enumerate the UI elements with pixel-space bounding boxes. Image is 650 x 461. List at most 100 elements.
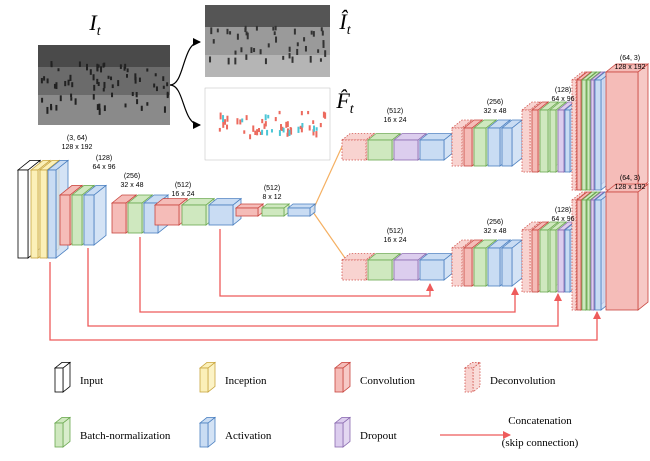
- pixel: [293, 28, 296, 35]
- pixel: [310, 30, 313, 35]
- layer: [367, 259, 393, 281]
- layer-channels: (128): [96, 155, 112, 162]
- layer: [341, 139, 367, 161]
- pixel: [264, 58, 267, 65]
- layer-size: 128 x 192: [615, 64, 646, 71]
- pixel: [312, 120, 315, 124]
- layer: [419, 139, 445, 161]
- pixel: [249, 134, 252, 140]
- legend-label: Batch-normalization: [80, 430, 171, 442]
- pixel: [255, 25, 258, 31]
- layer: [54, 367, 64, 393]
- pixel: [288, 129, 291, 136]
- layer: [594, 199, 602, 311]
- pixel: [240, 47, 243, 53]
- legend-label: Concatenation: [508, 415, 572, 427]
- pixel: [131, 91, 134, 97]
- layer-size: 16 x 24: [172, 191, 195, 198]
- pixel: [303, 37, 306, 42]
- pixel: [278, 130, 281, 136]
- pixel: [93, 84, 96, 91]
- pixel: [312, 129, 315, 136]
- pixel: [254, 130, 257, 136]
- pixel: [322, 42, 325, 48]
- pixel: [125, 74, 128, 78]
- pixel: [98, 103, 101, 109]
- pixel: [263, 123, 266, 129]
- layer: [30, 169, 39, 259]
- pixel: [92, 94, 95, 100]
- layer: [199, 367, 209, 393]
- layer-top: [286, 203, 317, 209]
- pixel: [92, 74, 95, 81]
- layer-channels: (64, 3): [620, 175, 640, 182]
- layer: [531, 229, 539, 293]
- pixel: [163, 106, 166, 113]
- pixel: [315, 127, 318, 131]
- pixel: [322, 111, 325, 118]
- layer-side: [472, 361, 481, 393]
- pixel: [243, 130, 246, 134]
- layer: [564, 109, 571, 173]
- legend-label: (skip connection): [502, 437, 579, 449]
- pixel: [244, 27, 247, 33]
- layer: [571, 79, 577, 191]
- pixel: [218, 127, 221, 132]
- layer-top: [234, 203, 265, 209]
- pixel: [98, 108, 101, 115]
- pixel: [117, 80, 120, 87]
- pixel: [309, 55, 312, 63]
- layer: [39, 169, 48, 259]
- layer-channels: (256): [124, 173, 140, 180]
- layer: [463, 127, 473, 167]
- pixel: [304, 45, 307, 52]
- pixel: [50, 106, 53, 111]
- layer-channels: (64, 3): [620, 55, 640, 62]
- math-sub: t: [97, 24, 102, 39]
- pixel: [146, 102, 149, 106]
- layer: [549, 109, 557, 173]
- pixel: [245, 31, 248, 36]
- pixel: [259, 131, 262, 135]
- math-label: F̂t: [335, 88, 354, 117]
- layer: [473, 127, 487, 167]
- pixel: [153, 83, 156, 88]
- layer-size: 16 x 24: [384, 117, 407, 124]
- pixel: [134, 76, 137, 84]
- pixel: [324, 50, 327, 57]
- layer-size: 64 x 96: [552, 216, 575, 223]
- pixel: [154, 73, 157, 77]
- legend-label: Deconvolution: [490, 375, 556, 387]
- layer-top: [260, 203, 291, 209]
- pixel: [110, 76, 113, 81]
- layer: [334, 422, 344, 448]
- layer-channels: (256): [487, 219, 503, 226]
- pixel: [308, 125, 311, 131]
- layer: [501, 127, 513, 167]
- layer: [463, 247, 473, 287]
- pixel: [155, 86, 158, 92]
- pixel: [229, 31, 232, 35]
- pixel: [312, 31, 315, 37]
- layer: [473, 247, 487, 287]
- pixel: [224, 119, 227, 125]
- pixel: [166, 92, 169, 97]
- layer: [59, 194, 71, 246]
- pixel: [285, 121, 288, 128]
- layer-side: [637, 63, 649, 191]
- layer-size: 32 x 48: [484, 228, 507, 235]
- pixel: [111, 84, 114, 89]
- pixel: [74, 98, 77, 105]
- pixel: [270, 129, 273, 133]
- pixel: [278, 110, 281, 115]
- pixel: [57, 68, 60, 72]
- pixel: [319, 58, 322, 62]
- pixel: [71, 82, 74, 88]
- pixel: [259, 49, 262, 55]
- layer-size: 32 x 48: [484, 108, 507, 115]
- pixel: [274, 25, 277, 31]
- pixel: [273, 31, 276, 36]
- pixel: [245, 115, 248, 121]
- pixel: [124, 103, 127, 108]
